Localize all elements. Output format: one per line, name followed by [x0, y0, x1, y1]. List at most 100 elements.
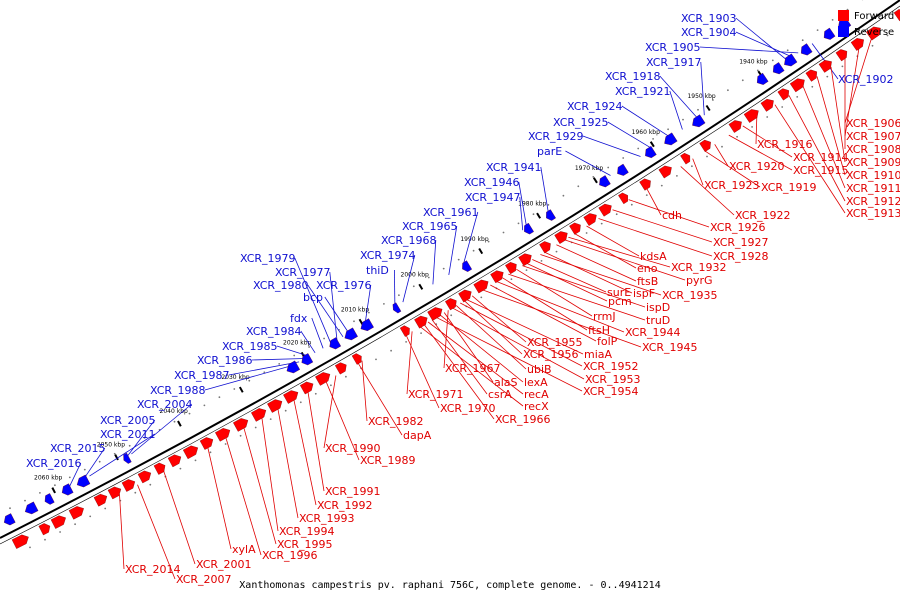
forward-gene-arrow[interactable] — [893, 7, 900, 22]
gene-label-forward[interactable]: XCR_1912 — [846, 195, 900, 208]
gene-label-forward[interactable]: XCR_1992 — [317, 499, 373, 512]
reverse-gene-arrow[interactable] — [544, 209, 556, 223]
gene-label-forward[interactable]: XCR_1993 — [299, 512, 355, 525]
forward-gene-arrow[interactable] — [107, 485, 123, 500]
gene-label-reverse[interactable]: XCR_1979 — [240, 252, 296, 265]
gene-label-reverse[interactable]: XCR_1925 — [553, 116, 609, 129]
gene-label-forward[interactable]: XCR_1922 — [735, 209, 791, 222]
reverse-gene-arrow[interactable] — [460, 260, 473, 274]
forward-gene-arrow[interactable] — [315, 370, 332, 386]
gene-label-reverse[interactable]: XCR_1947 — [465, 191, 521, 204]
forward-gene-arrow[interactable] — [334, 361, 349, 375]
forward-gene-arrow[interactable] — [68, 504, 86, 520]
gene-label-reverse[interactable]: XCR_2005 — [100, 414, 156, 427]
gene-label-reverse[interactable]: XCR_1929 — [528, 130, 584, 143]
forward-gene-arrow[interactable] — [699, 138, 714, 152]
forward-gene-arrow[interactable] — [554, 229, 570, 244]
gene-label-forward[interactable]: XCR_1911 — [846, 182, 900, 195]
gene-label-forward[interactable]: pyrG — [686, 274, 713, 287]
gene-label-forward[interactable]: XCR_1935 — [662, 289, 718, 302]
forward-gene-arrow[interactable] — [760, 97, 777, 112]
forward-gene-arrow[interactable] — [182, 443, 200, 460]
forward-gene-arrow[interactable] — [199, 435, 215, 450]
gene-label-forward[interactable]: XCR_1907 — [846, 130, 900, 143]
forward-gene-arrow[interactable] — [658, 163, 675, 179]
gene-label-forward[interactable]: XCR_1914 — [793, 151, 849, 164]
gene-label-forward[interactable]: XCR_1906 — [846, 117, 900, 130]
forward-gene-arrow[interactable] — [777, 86, 792, 101]
gene-label-reverse[interactable]: XCR_1961 — [423, 206, 479, 219]
forward-gene-arrow[interactable] — [351, 352, 364, 365]
gene-label-reverse[interactable]: XCR_1980 — [253, 279, 309, 292]
forward-gene-arrow[interactable] — [427, 305, 445, 321]
forward-gene-arrow[interactable] — [618, 191, 630, 205]
gene-label-reverse[interactable]: XCR_1986 — [197, 354, 253, 367]
forward-gene-arrow[interactable] — [445, 296, 459, 311]
gene-label-forward[interactable]: ftsH — [588, 324, 610, 337]
gene-label-forward[interactable]: XCR_1966 — [495, 413, 551, 426]
reverse-gene-arrow[interactable] — [754, 72, 769, 87]
reverse-gene-arrow[interactable] — [327, 337, 342, 351]
forward-gene-arrow[interactable] — [93, 492, 109, 507]
gene-label-forward[interactable]: XCR_1945 — [642, 341, 698, 354]
gene-label-reverse[interactable]: XCR_1902 — [838, 73, 894, 86]
gene-label-forward[interactable]: XCR_1991 — [325, 485, 381, 498]
gene-label-forward[interactable]: XCR_1926 — [710, 221, 766, 234]
gene-label-reverse[interactable]: XCR_1941 — [486, 161, 542, 174]
forward-gene-arrow[interactable] — [153, 461, 168, 475]
forward-gene-arrow[interactable] — [850, 36, 867, 51]
gene-label-forward[interactable]: XCR_1932 — [671, 261, 727, 274]
gene-label-forward[interactable]: XCR_1996 — [262, 549, 318, 562]
gene-label-forward[interactable]: XCR_1920 — [729, 160, 785, 173]
gene-label-reverse[interactable]: XCR_1985 — [222, 340, 278, 353]
gene-label-reverse[interactable]: XCR_1968 — [381, 234, 437, 247]
gene-label-reverse[interactable]: XCR_2015 — [50, 442, 106, 455]
gene-label-forward[interactable]: XCR_1967 — [445, 362, 501, 375]
gene-label-forward[interactable]: pcm — [608, 295, 632, 308]
reverse-gene-arrow[interactable] — [299, 353, 314, 367]
forward-gene-arrow[interactable] — [518, 251, 534, 267]
forward-gene-arrow[interactable] — [300, 379, 315, 395]
gene-label-forward[interactable]: XCR_1990 — [325, 442, 381, 455]
forward-gene-arrow[interactable] — [505, 260, 519, 275]
forward-gene-arrow[interactable] — [283, 388, 300, 404]
gene-label-forward[interactable]: csrA — [488, 388, 512, 401]
reverse-gene-arrow[interactable] — [597, 175, 611, 189]
reverse-gene-arrow[interactable] — [690, 114, 706, 130]
forward-gene-arrow[interactable] — [835, 47, 850, 62]
gene-label-reverse[interactable]: XCR_2011 — [100, 428, 156, 441]
forward-gene-arrow[interactable] — [414, 314, 429, 329]
gene-label-forward[interactable]: XCR_2014 — [125, 563, 181, 576]
gene-label-forward[interactable]: XCR_2007 — [176, 573, 232, 586]
gene-label-reverse[interactable]: XCR_2004 — [137, 398, 193, 411]
gene-label-forward[interactable]: surE — [607, 286, 631, 299]
reverse-gene-arrow[interactable] — [798, 43, 813, 58]
forward-gene-arrow[interactable] — [789, 76, 807, 93]
forward-gene-arrow[interactable] — [251, 406, 268, 422]
gene-label-forward[interactable]: XCR_1954 — [583, 385, 639, 398]
gene-label-forward[interactable]: XCR_1909 — [846, 156, 900, 169]
reverse-gene-arrow[interactable] — [782, 53, 798, 69]
reverse-gene-arrow[interactable] — [391, 302, 402, 315]
forward-gene-arrow[interactable] — [267, 397, 284, 413]
gene-label-forward[interactable]: XCR_1956 — [523, 348, 579, 361]
gene-label-forward[interactable]: XCR_1970 — [440, 402, 496, 415]
gene-label-reverse[interactable]: XCR_1904 — [681, 26, 737, 39]
reverse-gene-arrow[interactable] — [75, 474, 91, 489]
reverse-gene-arrow[interactable] — [43, 493, 55, 506]
reverse-gene-arrow[interactable] — [662, 132, 678, 148]
forward-gene-arrow[interactable] — [569, 221, 583, 235]
gene-label-reverse[interactable]: XCR_1918 — [605, 70, 661, 83]
gene-label-reverse[interactable]: XCR_1987 — [174, 369, 230, 382]
reverse-gene-arrow[interactable] — [121, 452, 132, 465]
gene-label-forward[interactable]: XCR_1955 — [527, 336, 583, 349]
gene-label-forward[interactable]: XCR_1927 — [713, 236, 769, 249]
gene-label-reverse[interactable]: XCR_1977 — [275, 266, 331, 279]
gene-label-forward[interactable]: kdsA — [640, 250, 667, 263]
forward-gene-arrow[interactable] — [121, 477, 137, 492]
gene-label-reverse[interactable]: bcp — [303, 291, 323, 304]
gene-label-forward[interactable]: dapA — [403, 429, 432, 442]
reverse-gene-arrow[interactable] — [342, 327, 358, 343]
gene-label-forward[interactable]: ftsB — [637, 275, 658, 288]
reverse-gene-arrow[interactable] — [2, 513, 16, 526]
